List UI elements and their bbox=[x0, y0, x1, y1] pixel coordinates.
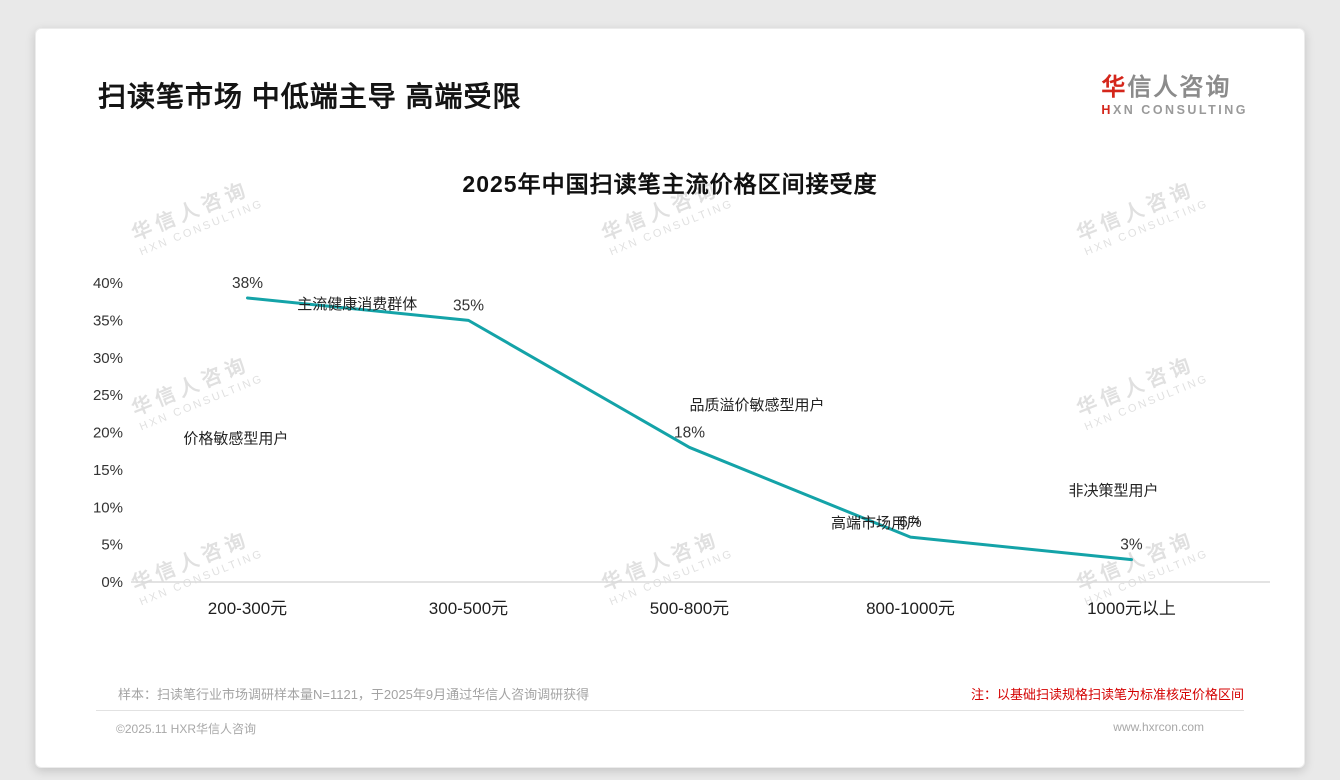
y-tick-label: 40% bbox=[93, 275, 123, 292]
logo-en-text: XN CONSULTING bbox=[1112, 103, 1248, 118]
copyright: ©2025.11 HXR华信人咨询 bbox=[116, 722, 256, 736]
y-tick-label: 20% bbox=[93, 425, 123, 442]
report-card: 华信人咨询 HXN CONSULTING 华信人咨询 HXN CONSULTING 华信… bbox=[35, 28, 1305, 768]
price-basis-note: 注：以基础扫读规格扫读笔为标准核定价格区间 bbox=[970, 687, 1244, 702]
footer: ©2025.11 HXR华信人咨询 www.hxrcon.com bbox=[36, 720, 1304, 737]
x-category-label: 200-300元 bbox=[208, 599, 287, 618]
header: 扫读笔市场 中低端主导 高端受限 华信人咨询 HXN CONSULTING bbox=[36, 29, 1304, 118]
acceptance-line-series bbox=[246, 296, 1133, 562]
logo-cn-text: 信人咨询 bbox=[1127, 74, 1232, 101]
logo-cn-accent: 华 bbox=[1101, 74, 1128, 101]
value-label: 35% bbox=[453, 298, 484, 315]
y-tick-label: 5% bbox=[101, 537, 123, 554]
logo-en: HXN CONSULTING bbox=[1101, 104, 1248, 118]
footer-divider bbox=[96, 710, 1244, 711]
logo-en-accent: H bbox=[1101, 103, 1113, 118]
chart-title: 2025年中国扫读笔主流价格区间接受度 bbox=[462, 171, 878, 198]
annotation-non-decision-users: 非决策型用户 bbox=[1069, 482, 1159, 499]
value-label: 18% bbox=[674, 425, 705, 442]
x-category-label: 300-500元 bbox=[429, 599, 508, 618]
annotation-price-sensitive-users: 价格敏感型用户 bbox=[183, 431, 288, 448]
x-category-label: 1000元以上 bbox=[1087, 599, 1176, 618]
y-tick-label: 15% bbox=[93, 462, 123, 479]
annotation-mainstream-consumers: 主流健康消费群体 bbox=[297, 296, 417, 313]
annotation-quality-premium-sensitive-users: 品质溢价敏感型用户 bbox=[690, 397, 825, 414]
y-tick-label: 35% bbox=[93, 313, 123, 330]
website-link[interactable]: www.hxrcon.com bbox=[1113, 720, 1204, 734]
page-title: 扫读笔市场 中低端主导 高端受限 bbox=[98, 81, 522, 112]
annotation-high-end-market-users: 高端市场用户 bbox=[831, 515, 921, 532]
value-label: 38% bbox=[232, 275, 263, 292]
price-acceptance-chart: 0% 5% 10% 15% 20% 25% 30% 35% 40% 200-300元 300-500… bbox=[93, 275, 1270, 618]
footnotes: 样本：扫读笔行业市场调研样本量N=1121，于2025年9月通过华信人咨询调研获… bbox=[36, 684, 1304, 703]
sample-note: 样本：扫读笔行业市场调研样本量N=1121，于2025年9月通过华信人咨询调研获… bbox=[118, 687, 590, 702]
logo-cn: 华信人咨询 bbox=[1101, 74, 1248, 101]
value-label: 6% bbox=[899, 514, 922, 531]
y-tick-label: 0% bbox=[101, 574, 123, 591]
y-tick-label: 25% bbox=[93, 387, 123, 404]
x-category-label: 800-1000元 bbox=[866, 599, 955, 618]
x-category-label: 500-800元 bbox=[650, 599, 729, 618]
logo: 华信人咨询 HXN CONSULTING bbox=[1101, 74, 1248, 118]
value-label: 3% bbox=[1120, 537, 1143, 554]
y-tick-label: 10% bbox=[93, 499, 123, 516]
y-tick-label: 30% bbox=[93, 350, 123, 367]
